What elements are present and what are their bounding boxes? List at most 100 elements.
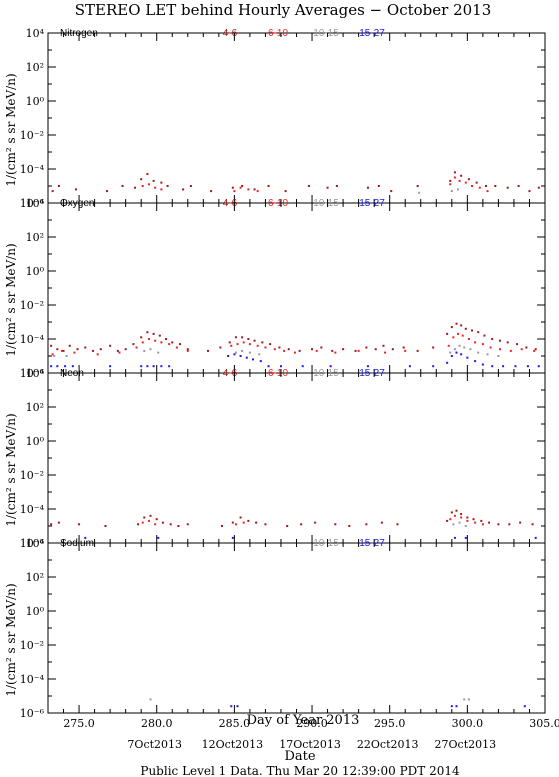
data-point-15-27 <box>450 705 453 708</box>
y-tick-label: 10⁻⁴ <box>20 163 45 176</box>
data-point-6-10 <box>141 521 144 524</box>
data-point-15-27 <box>481 363 484 366</box>
data-point-6-10 <box>242 521 245 524</box>
data-point-6-10 <box>239 186 242 189</box>
data-point-4-6 <box>460 513 463 516</box>
y-tick-label: 10⁴ <box>26 537 45 550</box>
data-point-6-10 <box>357 349 360 352</box>
plot-frame <box>47 202 546 374</box>
data-point-4-6 <box>472 518 475 521</box>
data-point-6-10 <box>384 351 387 354</box>
data-point-4-6 <box>449 179 452 182</box>
data-point-15-27 <box>71 365 74 368</box>
data-point-6-10 <box>486 190 489 193</box>
plot-frame <box>47 32 546 204</box>
data-point-6-10 <box>273 348 276 351</box>
data-point-4-6 <box>286 525 289 527</box>
data-point-10-15 <box>157 351 160 354</box>
data-point-6-10 <box>264 346 267 349</box>
data-point-15-27 <box>453 536 456 539</box>
data-point-6-10 <box>160 188 163 191</box>
legend-4-6: 4-6 <box>223 198 238 209</box>
data-point-4-6 <box>528 190 531 193</box>
plot-frame <box>47 372 546 544</box>
data-point-6-10 <box>118 351 121 354</box>
data-point-4-6 <box>516 343 519 346</box>
data-point-4-6 <box>374 348 377 351</box>
footer-text: Public Level 1 Data. Thu Mar 20 12:39:00… <box>140 764 460 777</box>
data-point-6-10 <box>449 518 452 521</box>
panel-neon: Neon 4-6 6-10 10-15 15-27 10⁴ 10² 10⁰ 10⁻² 10⁻⁴ 10… <box>4 367 546 550</box>
data-point-15-27 <box>227 355 230 357</box>
y-tick-label: 10² <box>26 61 44 74</box>
data-point-6-10 <box>533 349 536 352</box>
y-axis-label: 1/(cm² s sr MeV/n) <box>4 413 18 526</box>
x-tick-label: 290.0 <box>296 717 328 730</box>
data-point-6-10 <box>334 351 337 354</box>
data-point-15-27 <box>446 361 449 364</box>
data-point-15-27 <box>408 365 411 368</box>
data-point-4-6 <box>177 525 180 527</box>
legend-10-15: 10-15 <box>313 538 339 549</box>
data-point-4-6 <box>152 179 155 182</box>
y-tick-label: 10⁻⁴ <box>20 333 45 346</box>
date-label: 17Oct2013 <box>279 738 341 751</box>
data-point-4-6 <box>311 348 314 351</box>
data-point-4-6 <box>264 523 267 526</box>
data-point-10-15 <box>486 353 489 356</box>
data-point-4-6 <box>491 338 494 340</box>
panel-element-label: Neon <box>60 368 84 379</box>
data-point-4-6 <box>287 348 290 351</box>
y-tick-label: 10⁴ <box>26 27 45 40</box>
data-point-15-27 <box>109 365 112 368</box>
data-point-4-6 <box>326 186 329 189</box>
y-tick-label: 10² <box>26 231 44 244</box>
data-point-6-10 <box>51 353 54 356</box>
data-point-15-27 <box>537 365 540 368</box>
data-point-4-6 <box>51 190 54 193</box>
data-point-4-6 <box>189 185 192 187</box>
data-point-10-15 <box>463 698 466 701</box>
data-point-4-6 <box>247 519 250 522</box>
data-point-4-6 <box>531 523 534 526</box>
data-point-6-10 <box>154 186 157 189</box>
data-point-6-10 <box>141 341 144 344</box>
data-point-10-15 <box>143 349 146 352</box>
data-point-6-10 <box>234 523 237 526</box>
data-point-10-15 <box>458 521 461 524</box>
data-point-4-6 <box>278 346 281 349</box>
data-point-6-10 <box>458 179 461 182</box>
data-point-4-6 <box>534 348 537 351</box>
data-point-4-6 <box>455 322 458 325</box>
data-point-4-6 <box>488 521 491 524</box>
data-point-15-27 <box>160 365 163 368</box>
y-axis-label: 1/(cm² s sr MeV/n) <box>4 583 18 696</box>
data-point-6-10 <box>248 343 251 346</box>
data-point-6-10 <box>256 190 259 193</box>
data-point-4-6 <box>450 511 453 514</box>
data-point-4-6 <box>50 344 53 347</box>
data-point-4-6 <box>182 188 185 191</box>
y-tick-label: 10⁻⁶ <box>20 197 45 210</box>
data-point-6-10 <box>453 176 456 179</box>
legend-6-10: 6-10 <box>268 28 288 39</box>
data-point-10-15 <box>463 346 466 349</box>
legend-4-6: 4-6 <box>223 368 238 379</box>
data-point-4-6 <box>314 521 317 524</box>
data-point-4-6 <box>137 523 140 526</box>
data-point-4-6 <box>390 190 393 193</box>
data-point-6-10 <box>474 521 477 524</box>
data-point-15-27 <box>146 365 149 368</box>
data-point-10-15 <box>149 348 152 351</box>
data-point-4-6 <box>537 186 540 189</box>
data-point-15-27 <box>64 365 67 368</box>
data-point-4-6 <box>269 343 272 346</box>
data-point-4-6 <box>146 173 149 176</box>
data-point-15-27 <box>233 353 236 356</box>
data-point-4-6 <box>365 346 368 349</box>
data-point-4-6 <box>354 349 357 352</box>
data-point-4-6 <box>348 525 351 527</box>
data-point-4-6 <box>109 344 112 347</box>
data-point-6-10 <box>175 346 178 349</box>
data-point-4-6 <box>450 326 453 329</box>
